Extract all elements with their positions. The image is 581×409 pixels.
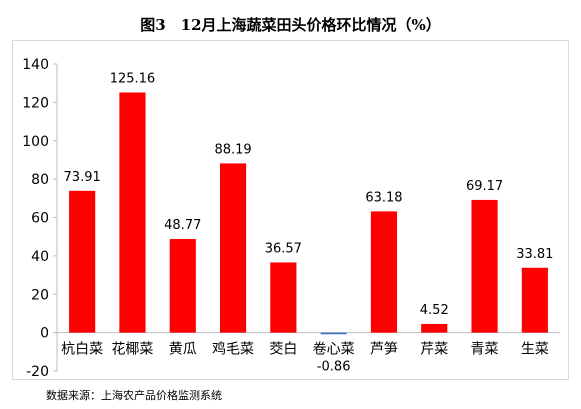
data-label: 69.17 (466, 179, 503, 194)
bar-生菜 (521, 267, 548, 333)
data-label: 33.81 (516, 247, 553, 262)
x-category-label: 黄瓜 (169, 341, 197, 358)
x-category-label: 杭白菜 (61, 342, 103, 358)
data-label: 88.19 (214, 142, 251, 157)
y-tick-label: 140 (22, 57, 49, 73)
data-label: 125.16 (110, 71, 156, 86)
x-category-label: 花椰菜 (111, 342, 153, 358)
y-tick-label: 80 (31, 172, 49, 188)
data-label: 4.52 (420, 303, 449, 318)
data-label: 73.91 (64, 170, 101, 185)
bar-青菜 (471, 199, 498, 333)
bar-花椰菜 (119, 92, 146, 333)
y-tick-label: 0 (40, 326, 49, 342)
x-category-label: 鸡毛菜 (212, 341, 254, 358)
bar-chart: -20 0 20 40 60 80 100 120 140 杭白菜 73.91 花椰菜 125.16 黄瓜… (22, 57, 560, 380)
bar-芹菜 (421, 323, 448, 333)
y-tick-label: -20 (26, 364, 49, 380)
x-category-label: 卷心菜 (313, 342, 355, 358)
source-note: 数据来源：上海农产品价格监测系统 (46, 389, 222, 402)
x-category-label: 芹菜 (420, 342, 448, 358)
y-tick-label: 40 (31, 249, 49, 265)
y-tick-label: 20 (31, 287, 49, 303)
data-label: 48.77 (164, 218, 201, 233)
y-tick-label: 100 (22, 134, 49, 150)
chart-title: 图3 12月上海蔬菜田头价格环比情况（%） (140, 16, 441, 34)
x-category-label: 芦笋 (370, 341, 398, 358)
bar-杭白菜 (69, 190, 96, 333)
x-category-label: 青菜 (471, 342, 499, 358)
bar-卷心菜 (320, 332, 347, 335)
data-label: 36.57 (265, 241, 302, 256)
x-category-label: 茭白 (269, 342, 297, 358)
y-tick-label: 120 (22, 95, 49, 111)
chart-area: -20 0 20 40 60 80 100 120 140 杭白菜 73.91 花椰菜 125.16 黄瓜… (12, 40, 569, 380)
y-tick-label: 60 (31, 211, 49, 227)
data-label: -0.86 (317, 360, 351, 375)
x-category-label: 生菜 (521, 342, 549, 358)
bar-茭白 (270, 262, 297, 333)
bar-鸡毛菜 (219, 163, 247, 333)
bar-黄瓜 (169, 239, 196, 333)
data-label: 63.18 (365, 190, 402, 205)
bar-芦笋 (370, 211, 398, 333)
